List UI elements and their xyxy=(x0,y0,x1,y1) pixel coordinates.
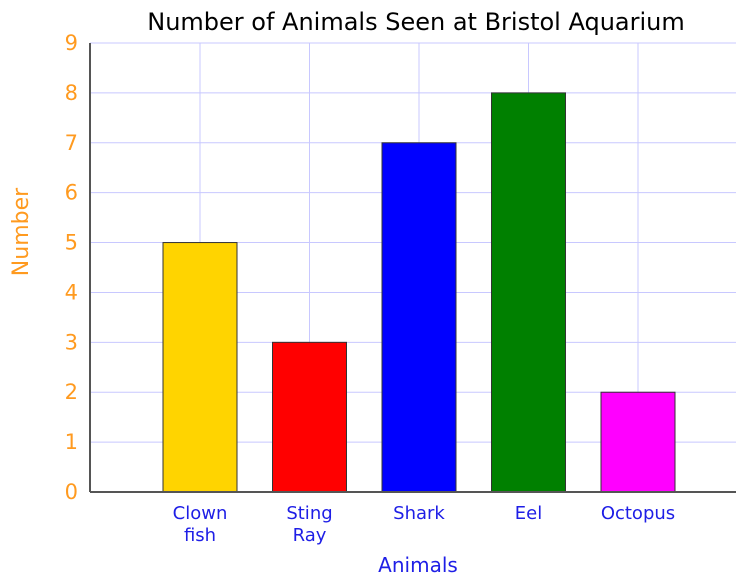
y-tick-label: 4 xyxy=(65,280,78,304)
y-tick-label: 0 xyxy=(65,480,78,504)
bar-shark xyxy=(381,142,457,493)
x-tick-labels: Clown fish Sting Ray Shark Eel Octopus xyxy=(173,503,676,546)
y-tick-label: 7 xyxy=(65,131,78,155)
y-tick-labels: 0 1 2 3 4 5 6 7 8 9 xyxy=(65,31,78,504)
x-tick-label: Eel xyxy=(515,503,542,524)
axes xyxy=(89,43,736,493)
y-tick-label: 6 xyxy=(65,181,78,205)
bar-octopus xyxy=(600,391,676,493)
x-tick-label: Clown fish xyxy=(173,503,228,546)
y-tick-label: 2 xyxy=(65,380,78,404)
y-tick-label: 3 xyxy=(65,330,78,354)
x-tick-label: Octopus xyxy=(601,503,675,524)
x-tick-label: Sting Ray xyxy=(286,503,332,546)
x-axis-label: Animals xyxy=(378,553,458,575)
bar-sting-ray xyxy=(272,341,347,493)
bar-eel xyxy=(491,92,566,493)
y-tick-label: 9 xyxy=(65,31,78,55)
y-axis-label: Number xyxy=(9,187,34,276)
bars xyxy=(162,92,676,493)
y-tick-label: 5 xyxy=(65,231,78,255)
bar-clown-fish xyxy=(162,242,238,493)
chart-title: Number of Animals Seen at Bristol Aquari… xyxy=(147,8,685,36)
x-tick-label: Shark xyxy=(393,503,445,524)
y-tick-label: 8 xyxy=(65,81,78,105)
y-tick-label: 1 xyxy=(65,430,78,454)
